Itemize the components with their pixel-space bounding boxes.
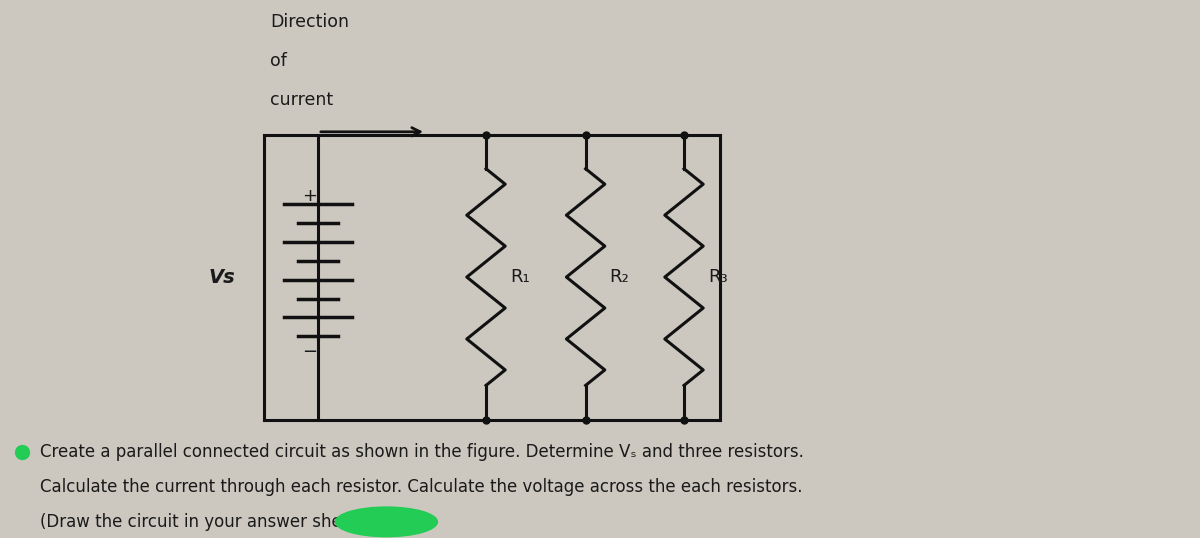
Text: current: current — [270, 91, 334, 109]
Text: −: − — [302, 343, 317, 362]
Text: R₃: R₃ — [708, 268, 727, 286]
Text: R₂: R₂ — [610, 268, 629, 286]
Text: Create a parallel connected circuit as shown in the figure. Determine Vₛ and thr: Create a parallel connected circuit as s… — [40, 443, 804, 461]
Text: Vs: Vs — [209, 267, 235, 287]
Text: of: of — [270, 52, 287, 70]
Text: Direction: Direction — [270, 13, 349, 31]
Text: Calculate the current through each resistor. Calculate the voltage across the ea: Calculate the current through each resis… — [40, 478, 802, 496]
Text: R₁: R₁ — [510, 268, 529, 286]
Ellipse shape — [336, 507, 438, 537]
Text: (Draw the circuit in your answer sheet.): (Draw the circuit in your answer sheet.) — [40, 513, 370, 531]
Text: +: + — [302, 187, 317, 206]
